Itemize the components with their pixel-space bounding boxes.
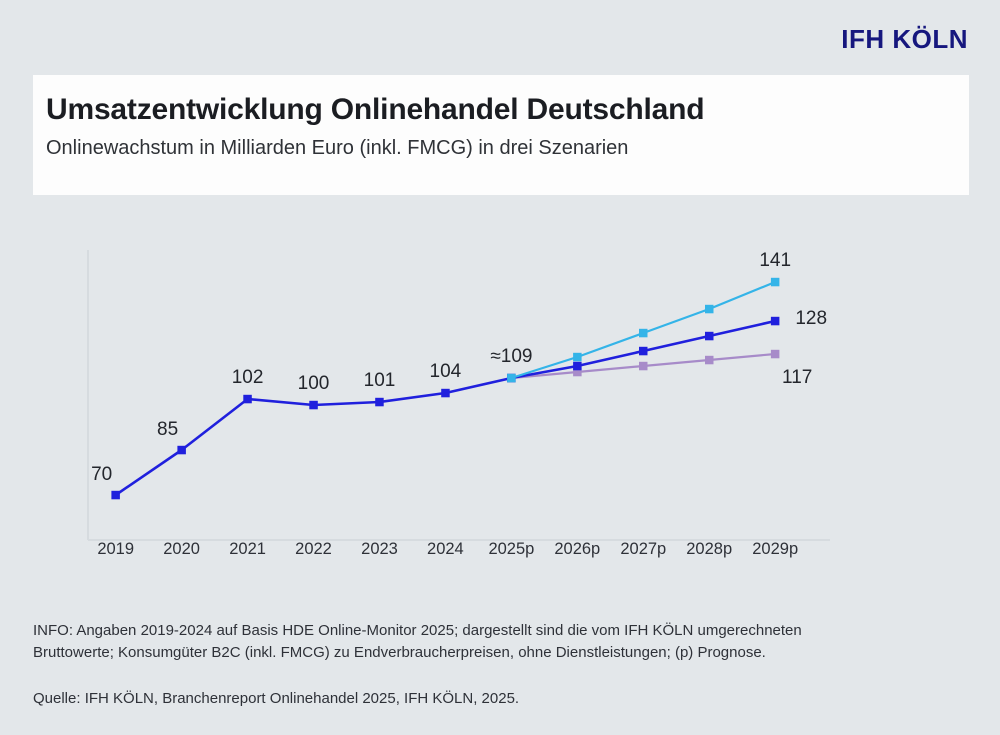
footer-info: INFO: Angaben 2019-2024 auf Basis HDE On… — [33, 620, 978, 664]
data-point-marker — [309, 400, 318, 410]
header-card: Umsatzentwicklung Onlinehandel Deutschla… — [33, 75, 969, 195]
x-tick-2027p: 2027p — [620, 540, 667, 558]
x-tick-2019: 2019 — [97, 540, 135, 558]
data-point-marker — [111, 490, 120, 500]
data-point-marker — [243, 394, 252, 404]
series-line — [114, 319, 776, 497]
data-point-marker — [705, 355, 714, 365]
data-point-marker — [770, 277, 780, 287]
page-title: Umsatzentwicklung Onlinehandel Deutschla… — [46, 93, 705, 126]
x-tick-2020: 2020 — [163, 540, 200, 558]
footer-info-line-1: INFO: Angaben 2019-2024 auf Basis HDE On… — [33, 622, 802, 639]
x-tick-2025p: 2025p — [488, 540, 535, 558]
x-tick-2029p: 2029p — [752, 540, 799, 558]
data-point-marker — [770, 316, 780, 326]
data-point-marker — [573, 361, 582, 371]
data-point-marker — [639, 361, 648, 371]
data-point-marker — [441, 388, 450, 398]
data-point-marker — [177, 445, 186, 455]
x-tick-2024: 2024 — [427, 540, 464, 558]
x-tick-2026p: 2026p — [554, 540, 601, 558]
data-point-marker — [573, 367, 582, 377]
x-tick-2021: 2021 — [229, 540, 266, 558]
data-point-marker — [507, 373, 516, 383]
data-point-marker — [573, 352, 582, 362]
x-axis-tick-labels: 2019 2020 2021 2022 2023 2024 2025p 2026p 2027p 2… — [0, 540, 1000, 570]
data-point-marker — [639, 328, 648, 338]
footer-info-line-2: Bruttowerte; Konsumgüter B2C (inkl. FMCG… — [33, 643, 766, 661]
chart-canvas — [87, 250, 830, 541]
page-subtitle: Onlinewachstum in Milliarden Euro (inkl.… — [46, 137, 629, 159]
data-point-marker — [705, 304, 714, 314]
line-chart: 70 85 102 100 101 104 ≈109 141 128 117 2019 2020 20… — [0, 215, 1000, 605]
x-tick-2028p: 2028p — [686, 540, 733, 558]
data-point-marker — [705, 331, 714, 341]
footer-source: Quelle: IFH KÖLN, Branchenreport Onlineh… — [33, 689, 520, 707]
series-layer — [111, 277, 780, 500]
brand-logo: IFH KÖLN — [841, 24, 968, 54]
x-tick-2022: 2022 — [295, 540, 332, 558]
data-point-marker — [770, 349, 780, 359]
plot-frame — [87, 250, 830, 541]
data-point-marker — [375, 397, 384, 407]
footer: INFO: Angaben 2019-2024 auf Basis HDE On… — [33, 620, 978, 707]
data-point-marker — [639, 346, 648, 356]
x-tick-2023: 2023 — [361, 540, 398, 558]
